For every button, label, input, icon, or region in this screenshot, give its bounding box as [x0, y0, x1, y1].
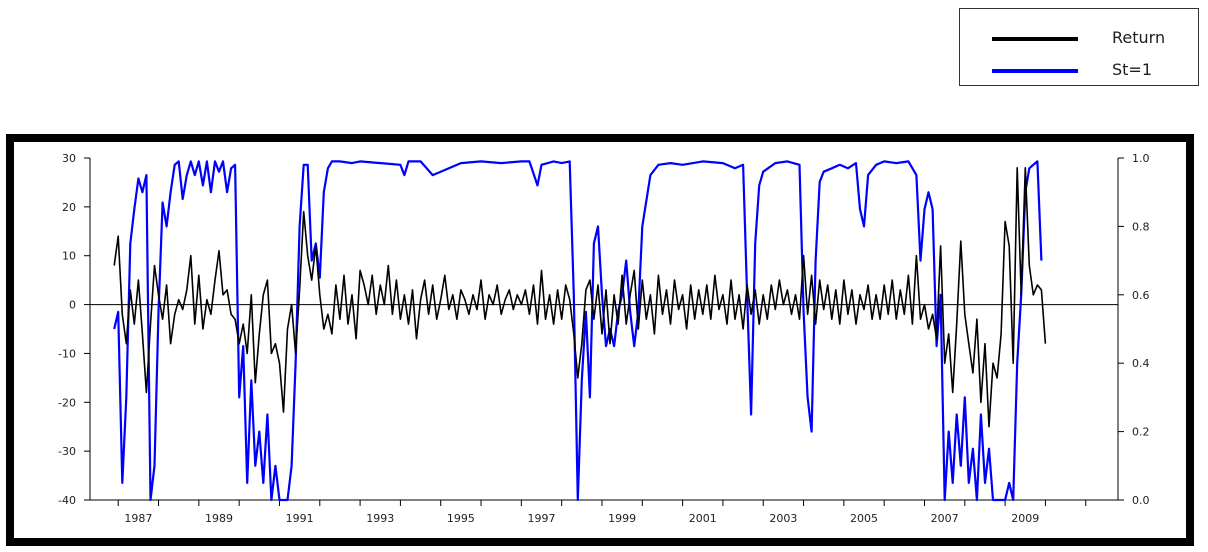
x-axis-tick-label: 1989	[205, 512, 233, 525]
series-line-st1	[113, 160, 1043, 502]
left-axis-tick-label: -30	[58, 445, 76, 458]
x-axis-tick-label: 1991	[286, 512, 314, 525]
x-axis-tick-label: 2001	[689, 512, 717, 525]
left-axis-tick-label: -40	[58, 494, 76, 507]
x-axis-tick-label: 1995	[447, 512, 475, 525]
legend-swatch-return	[992, 37, 1078, 41]
x-axis-tick-label: 2005	[850, 512, 878, 525]
left-axis-tick-label: 30	[62, 152, 76, 165]
right-axis-tick-label: 0.4	[1132, 357, 1150, 370]
legend-label-st1: St=1	[1112, 60, 1153, 79]
left-axis-tick-label: 10	[62, 250, 76, 263]
x-axis-tick-label: 1987	[124, 512, 152, 525]
x-axis-tick-label: 2003	[769, 512, 797, 525]
x-axis-tick-label: 2007	[931, 512, 959, 525]
right-axis-tick-label: 0.8	[1132, 220, 1150, 233]
x-axis-tick-label: 1993	[366, 512, 394, 525]
x-axis-tick-label: 1997	[528, 512, 556, 525]
right-axis-tick-label: 0.6	[1132, 289, 1150, 302]
left-axis-tick-label: -20	[58, 396, 76, 409]
x-axis-tick-label: 1999	[608, 512, 636, 525]
right-axis-tick-label: 0.2	[1132, 426, 1150, 439]
right-axis-tick-label: 1.0	[1132, 152, 1150, 165]
x-axis-tick-label: 2009	[1011, 512, 1039, 525]
legend-item-return: Return	[960, 23, 1198, 53]
legend-item-st1: St=1	[960, 55, 1198, 85]
legend-swatch-st1	[992, 69, 1078, 73]
left-axis-tick-label: -10	[58, 347, 76, 360]
chart-frame: 30 20 10 0 -10 -20 -30 -40 1.0 0.8 0.6 0.4 0.2 0.0 198…	[6, 134, 1194, 546]
chart-legend: Return St=1	[959, 8, 1199, 86]
left-axis-tick-label: 20	[62, 201, 76, 214]
series-line-return	[113, 167, 1047, 428]
left-axis-tick-label: 0	[69, 299, 76, 312]
right-axis-tick-label: 0.0	[1132, 494, 1150, 507]
line-chart: 30 20 10 0 -10 -20 -30 -40 1.0 0.8 0.6 0.4 0.2 0.0 198…	[58, 152, 1150, 525]
legend-label-return: Return	[1112, 28, 1166, 47]
